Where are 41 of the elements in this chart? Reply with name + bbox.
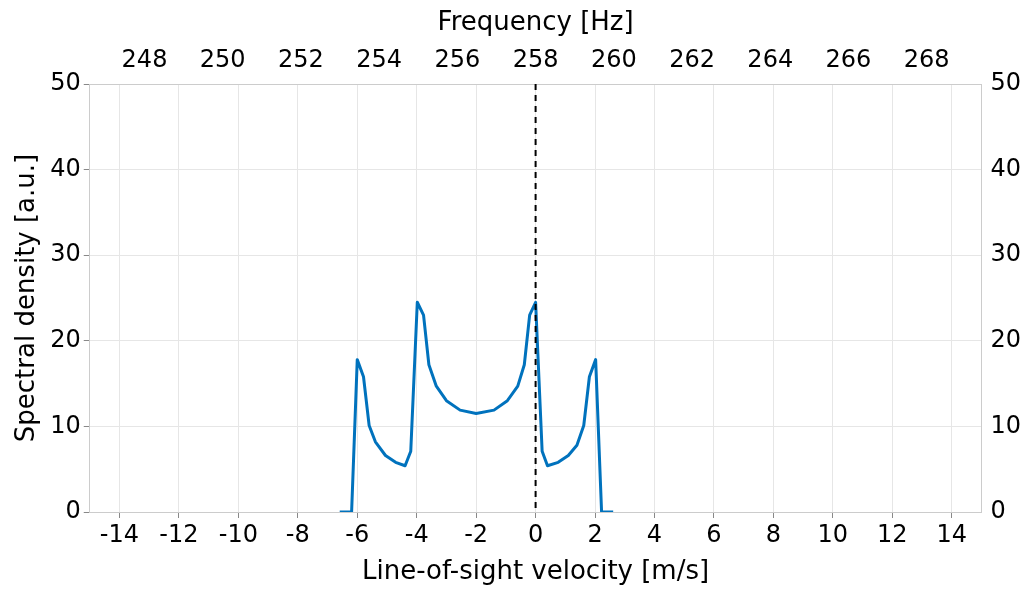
x-tick-label: -6 xyxy=(345,519,370,548)
y2-tick-label: 30 xyxy=(990,239,1022,268)
x-tick-label: -14 xyxy=(99,519,140,548)
y-axis-title: Spectral density [a.u.] xyxy=(10,153,41,443)
x2-tick-label: 256 xyxy=(434,44,481,73)
x-tick-label: -10 xyxy=(218,519,258,548)
x-tick-label: 4 xyxy=(646,519,663,548)
y2-tick-label: 0 xyxy=(990,496,1006,525)
y2-tick-label: 20 xyxy=(990,325,1022,354)
x-tick-label: 2 xyxy=(587,519,603,548)
y-tick-label: 10 xyxy=(50,410,81,439)
x-tick-label: -8 xyxy=(285,519,310,548)
x-tick-label: -2 xyxy=(464,519,489,548)
x-tick-label: 10 xyxy=(817,519,849,548)
y-tick-label: 20 xyxy=(50,325,81,354)
y2-tick-label: 50 xyxy=(990,68,1022,97)
x2-tick-label: 252 xyxy=(278,44,324,73)
x2-tick-label: 262 xyxy=(669,44,715,73)
y-tick-label: 0 xyxy=(65,496,81,525)
x2-tick-label: 258 xyxy=(512,44,559,73)
x2-tick-label: 266 xyxy=(825,44,872,73)
x-tick-label: 8 xyxy=(765,519,782,548)
x-axis-title: Line-of-sight velocity [m/s] xyxy=(362,555,710,586)
x2-tick-label: 260 xyxy=(590,44,637,73)
y2-tick-label: 10 xyxy=(990,410,1022,439)
x-tick-label: 12 xyxy=(877,519,908,548)
x-tick-label: -4 xyxy=(404,519,429,548)
x-tick-label: 6 xyxy=(706,519,722,548)
x2-tick-label: 254 xyxy=(356,44,403,73)
x2-axis-title: Frequency [Hz] xyxy=(437,6,634,37)
x-tick-label: -12 xyxy=(159,519,199,548)
x-tick-label: 14 xyxy=(936,519,968,548)
x2-tick-label: 264 xyxy=(747,44,794,73)
y2-tick-label: 40 xyxy=(990,153,1022,182)
x2-tick-label: 250 xyxy=(199,44,246,73)
x-tick-label: 0 xyxy=(527,519,544,548)
x2-tick-label: 268 xyxy=(903,44,950,73)
x2-tick-label: 248 xyxy=(121,44,168,73)
y-tick-label: 50 xyxy=(50,68,81,97)
y-tick-label: 30 xyxy=(50,239,81,268)
y-tick-label: 40 xyxy=(50,153,81,182)
